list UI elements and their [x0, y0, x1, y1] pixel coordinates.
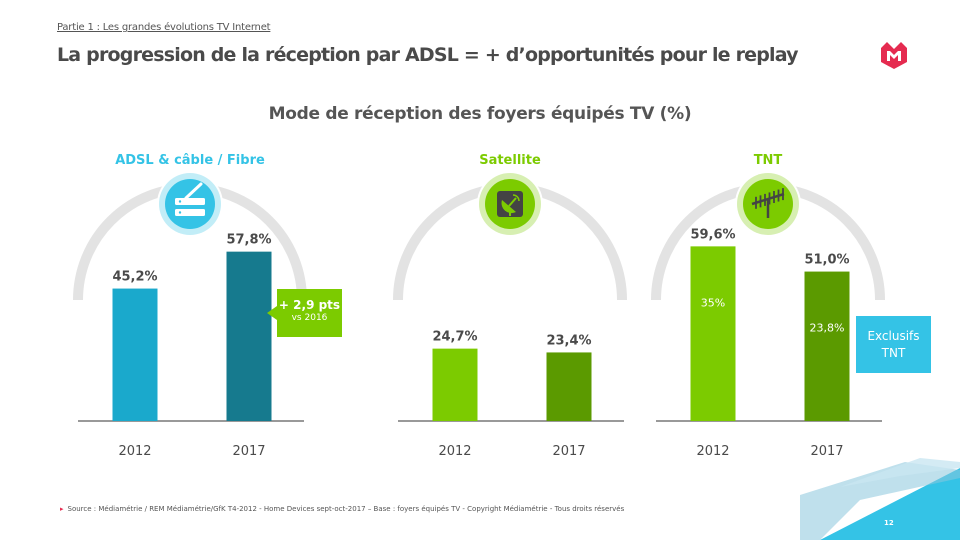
value-label-satellite-2017: 23,4% [546, 333, 591, 348]
adsl-growth-callout: + 2,9 pts vs 2016 [267, 289, 342, 337]
inner-label-tnt-2012: 35% [701, 296, 725, 309]
router-antenna [184, 182, 203, 200]
page-number: 12 [884, 519, 894, 527]
x-tick-adsl-2017: 2017 [232, 444, 265, 459]
tnt-exclusive-legend: Exclusifs TNT [856, 316, 931, 373]
router-led [178, 211, 182, 214]
inner-label-tnt-2017: 23,8% [810, 322, 845, 335]
tnt-exclusive-line2: TNT [881, 346, 906, 360]
panel-label-satellite: Satellite [479, 153, 541, 168]
x-tick-adsl-2012: 2012 [118, 444, 151, 459]
value-label-adsl-2012: 45,2% [112, 270, 157, 285]
router-led [178, 200, 182, 203]
dish-signal [512, 194, 520, 202]
x-tick-satellite-2017: 2017 [552, 444, 585, 459]
source-note: ▸ Source : Médiamétrie / REM Médiamétrie/… [60, 505, 624, 513]
tnt-exclusive-line1: Exclusifs [867, 329, 920, 343]
bar-satellite-2012 [432, 348, 478, 421]
router-icon [175, 182, 205, 216]
panel-label-adsl: ADSL & câble / Fibre [115, 153, 265, 168]
callout-sub-text: vs 2016 [291, 313, 328, 323]
chart-title: Mode de réception des foyers équipés TV … [268, 104, 692, 124]
source-text: Source : Médiamétrie / REM Médiamétrie/G… [67, 505, 625, 513]
bullet-arrow-icon: ▸ [60, 505, 64, 513]
page-title: La progression de la réception par ADSL … [57, 44, 799, 66]
callout-pointer [267, 306, 277, 320]
router-box-top [175, 198, 205, 205]
dish-bowl [501, 200, 516, 214]
x-tick-tnt-2012: 2012 [696, 444, 729, 459]
dish-arm [508, 197, 517, 207]
mediametrie-logo [881, 42, 907, 69]
value-label-adsl-2017: 57,8% [226, 233, 271, 248]
breadcrumb[interactable]: Partie 1 : Les grandes évolutions TV Int… [57, 22, 271, 33]
callout-main-text: + 2,9 pts [278, 298, 341, 312]
value-label-satellite-2012: 24,7% [432, 330, 477, 345]
panel-label-tnt: TNT [754, 153, 783, 168]
x-tick-satellite-2012: 2012 [438, 444, 471, 459]
bar-satellite-2017 [546, 352, 592, 421]
bar-tnt-2012 [690, 246, 736, 421]
satellite-dish-icon [497, 191, 523, 217]
antenna-icon [751, 188, 785, 218]
bar-tnt-2017 [804, 271, 850, 421]
value-label-tnt-2017: 51,0% [804, 253, 849, 268]
bar-adsl-2017 [226, 251, 272, 421]
value-label-tnt-2012: 59,6% [690, 227, 735, 242]
router-box-bottom [175, 209, 205, 216]
x-tick-tnt-2017: 2017 [810, 444, 843, 459]
bar-adsl-2012 [112, 288, 158, 421]
